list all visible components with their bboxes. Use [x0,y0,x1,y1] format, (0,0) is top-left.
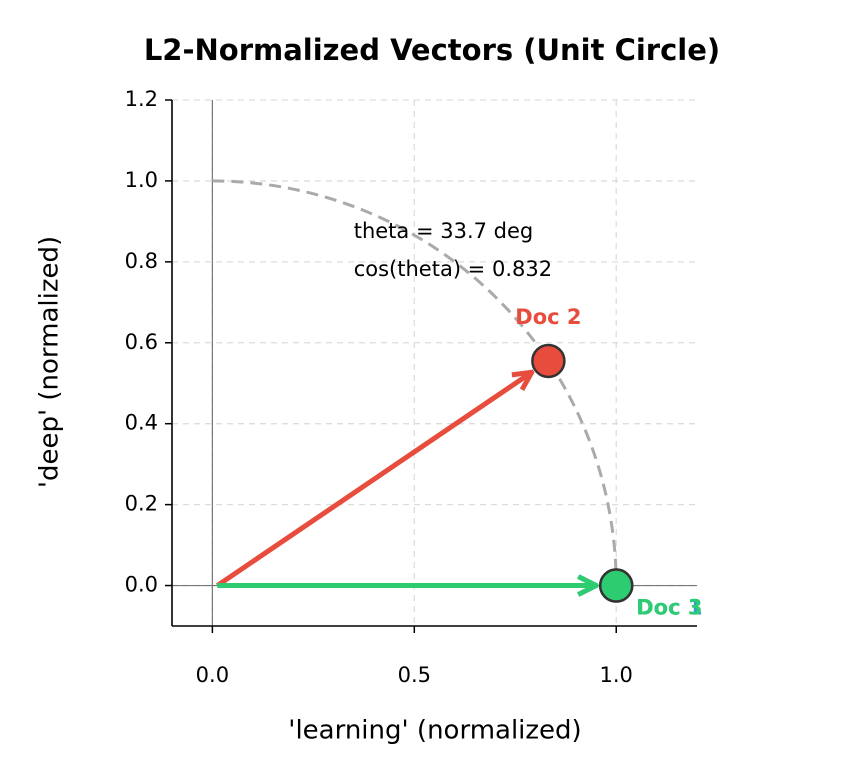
annotation: theta = 33.7 deg [354,219,534,243]
point-label: Doc 2 [515,305,581,329]
point [531,343,566,379]
point [598,568,634,603]
y-axis-label: 'deep' (normalized) [35,236,65,488]
point-label: Doc 1 [636,596,702,620]
y-tick-label: 0.6 [125,330,158,354]
unit-circle [212,179,618,586]
y-tick-label: 0.0 [125,573,158,597]
annotation: cos(theta) = 0.832 [354,257,552,281]
chart-title: L2-Normalized Vectors (Unit Circle) [144,33,720,67]
y-tick-label: 0.4 [125,411,158,435]
y-tick-label: 1.0 [125,168,158,192]
x-tick-label: 1.0 [600,663,633,687]
x-tick-label: 0.0 [196,663,229,687]
y-tick-label: 1.2 [125,87,158,111]
x-axis-label: 'learning' (normalized) [288,716,581,746]
point-label: Doc 3 [636,596,702,620]
x-tick-label: 0.5 [398,663,431,687]
y-tick-label: 0.8 [125,249,158,273]
y-tick-label: 0.2 [125,492,158,516]
vector-arrow [215,372,531,588]
